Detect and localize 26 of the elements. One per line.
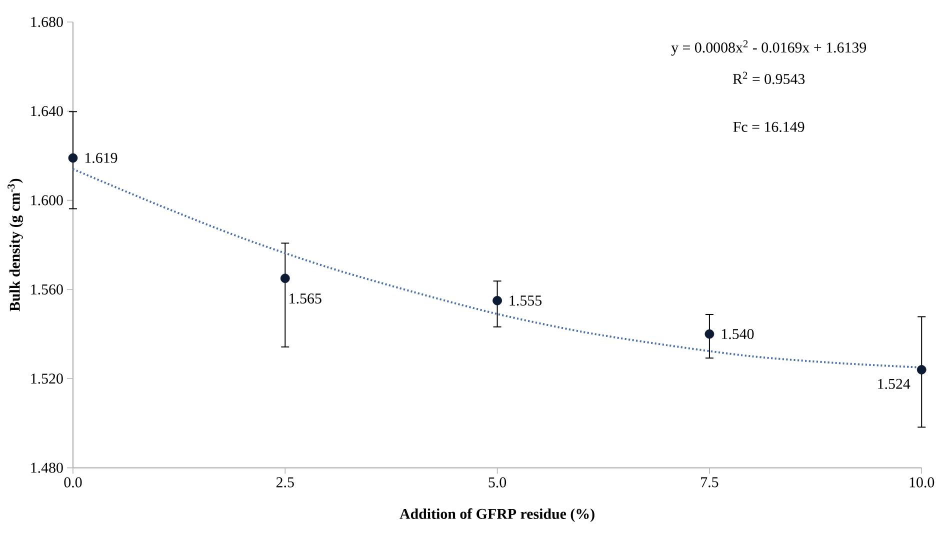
point (68, 153, 78, 163)
data-label: 1.619 (85, 153, 118, 164)
y-tick-label: 1.680 (31, 17, 63, 28)
x-tick-label: 7.5 (701, 477, 718, 488)
point (280, 274, 290, 284)
x-tick-label: 5.0 (488, 477, 506, 488)
y-axis-title: Bulk density (g cm$^{-3}$) (8, 179, 24, 312)
data-label: 1.524 (878, 379, 910, 390)
point (916, 365, 926, 375)
y-tick-label: 1.480 (31, 462, 63, 473)
data-label: 1.565 (290, 294, 322, 304)
x-tick-label: 2.5 (276, 477, 294, 488)
x-axis-title: Addition of GFRP residue (%) (400, 508, 594, 522)
annotation: Fc = 16.149 (733, 122, 804, 132)
y-tick-label: 1.600 (31, 195, 63, 206)
annotation: R$^{2}$ = 0.9543 (732, 72, 805, 84)
y-tick-label: 1.520 (31, 374, 63, 384)
point (492, 296, 502, 306)
x-tick-label: 10.0 (910, 477, 934, 488)
annotation: y = 0.0008x$^{2}$ - 0.0169x + 1.6139 (671, 40, 866, 56)
x-tick-label: 0.0 (64, 477, 82, 488)
data-label: 1.540 (722, 329, 754, 340)
point (704, 329, 714, 339)
y-tick-label: 1.640 (31, 106, 63, 116)
data-label: 1.555 (510, 296, 542, 306)
y-tick-label: 1.560 (31, 284, 63, 295)
